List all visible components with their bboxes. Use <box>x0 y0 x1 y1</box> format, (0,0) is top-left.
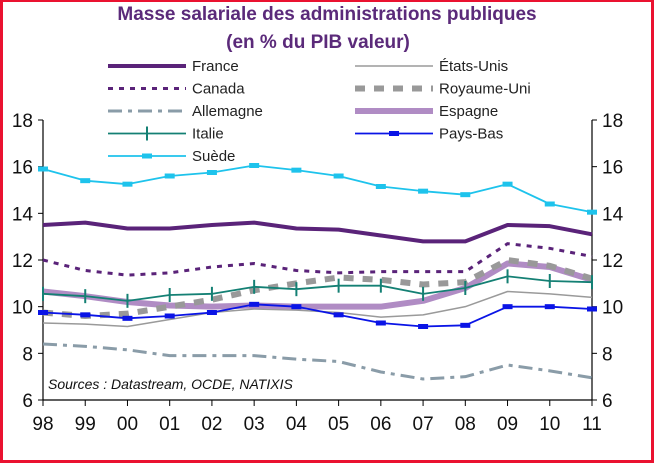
data-point <box>38 166 48 172</box>
y-tick-label-left: 14 <box>12 204 34 225</box>
data-point <box>460 322 471 328</box>
legend-item-canada: Canada <box>108 81 245 98</box>
y-tick-label-right: 14 <box>602 204 624 225</box>
data-point <box>502 304 513 310</box>
y-tick-label-right: 12 <box>602 251 623 272</box>
legend-label: Pays-Bas <box>439 126 503 143</box>
data-point <box>206 170 217 175</box>
series-line <box>42 242 593 277</box>
series-line <box>42 260 593 310</box>
legend-marker <box>389 131 399 136</box>
y-tick-label-right: 18 <box>602 111 623 132</box>
data-point <box>291 304 302 310</box>
legend-item-pays-bas: Pays-Bas <box>355 126 503 143</box>
y-tick-label-left: 18 <box>12 111 33 132</box>
legend-label: Allemagne <box>192 103 263 120</box>
y-tick-label-left: 16 <box>12 158 33 179</box>
data-point <box>375 320 386 326</box>
legend-label: Italie <box>192 126 224 143</box>
legend-item-italie: Italie <box>108 126 224 143</box>
data-point <box>291 167 302 173</box>
data-point <box>122 315 133 321</box>
series-allemagne <box>42 342 593 381</box>
data-point <box>80 312 91 318</box>
series-italie <box>42 269 593 308</box>
series-line <box>42 275 593 302</box>
chart-title: Masse salariale des administrations publ… <box>117 4 536 25</box>
data-point <box>418 188 429 194</box>
x-tick-label: 98 <box>32 414 53 435</box>
legend-item-etats-unis: États-Unis <box>355 58 508 75</box>
data-point <box>502 181 513 187</box>
series-suede <box>38 163 597 215</box>
data-point <box>206 310 217 315</box>
legend-label: Suède <box>192 148 235 165</box>
x-tick-label: 08 <box>455 414 476 435</box>
data-point <box>249 301 260 307</box>
data-point <box>333 312 344 318</box>
x-tick-label: 00 <box>117 414 138 435</box>
y-tick-label-right: 10 <box>602 298 623 319</box>
x-tick-label: 02 <box>201 414 222 435</box>
data-point <box>249 163 260 168</box>
x-tick-label: 11 <box>582 414 602 435</box>
legend-item-royaume-uni: Royaume-Uni <box>355 81 531 98</box>
axes: 6 6 8 8 10 10 12 12 14 14 16 16 18 18 98 99 00 01 02 03 04 05… <box>12 111 624 435</box>
y-tick-label-right: 16 <box>602 158 623 179</box>
legend-label: Canada <box>192 81 245 98</box>
data-point <box>587 306 597 312</box>
x-tick-label: 01 <box>159 414 180 435</box>
data-point <box>544 201 555 207</box>
legend-marker <box>142 153 152 159</box>
data-point <box>587 209 597 215</box>
data-point <box>80 178 91 184</box>
series-canada <box>42 242 593 277</box>
y-tick-label-right: 8 <box>602 344 613 365</box>
data-point <box>418 324 429 329</box>
legend-label: Espagne <box>439 103 498 120</box>
legend-item-espagne: Espagne <box>355 103 498 120</box>
x-tick-label: 07 <box>413 414 434 435</box>
x-tick-label: 04 <box>286 414 308 435</box>
legend: France Canada Allemagne Italie Suède États-Un… <box>108 58 531 165</box>
data-point <box>122 181 133 187</box>
y-tick-label-left: 10 <box>12 298 33 319</box>
x-tick-label: 10 <box>539 414 560 435</box>
data-point <box>544 304 555 310</box>
legend-item-france: France <box>108 58 239 75</box>
data-point <box>460 192 471 198</box>
y-tick-label-right: 6 <box>602 391 613 412</box>
series-line <box>42 220 593 244</box>
series-pays-bas <box>38 301 597 329</box>
legend-item-allemagne: Allemagne <box>108 103 263 120</box>
data-point <box>375 184 386 189</box>
legend-label: Royaume-Uni <box>439 81 531 98</box>
series-lines <box>38 163 597 381</box>
data-point <box>164 313 175 319</box>
series-france <box>42 220 593 244</box>
data-point <box>164 173 175 179</box>
x-tick-label: 06 <box>370 414 391 435</box>
legend-label: France <box>192 58 239 75</box>
sources-annotation: Sources : Datastream, OCDE, NATIXIS <box>48 376 293 392</box>
series-line <box>42 303 593 328</box>
y-tick-label-left: 8 <box>22 344 33 365</box>
series-line <box>42 342 593 381</box>
data-point <box>333 173 344 179</box>
x-tick-label: 03 <box>244 414 265 435</box>
x-tick-label: 05 <box>328 414 349 435</box>
x-tick-label: 09 <box>497 414 518 435</box>
x-tick-label: 99 <box>75 414 96 435</box>
series-line <box>42 164 593 214</box>
legend-item-suede: Suède <box>108 148 235 165</box>
chart-subtitle: (en % du PIB valeur) <box>226 32 410 53</box>
series-line <box>42 257 593 319</box>
legend-label: États-Unis <box>439 58 508 75</box>
data-point <box>38 310 48 315</box>
y-tick-label-left: 6 <box>22 391 33 412</box>
y-tick-label-left: 12 <box>12 251 33 272</box>
